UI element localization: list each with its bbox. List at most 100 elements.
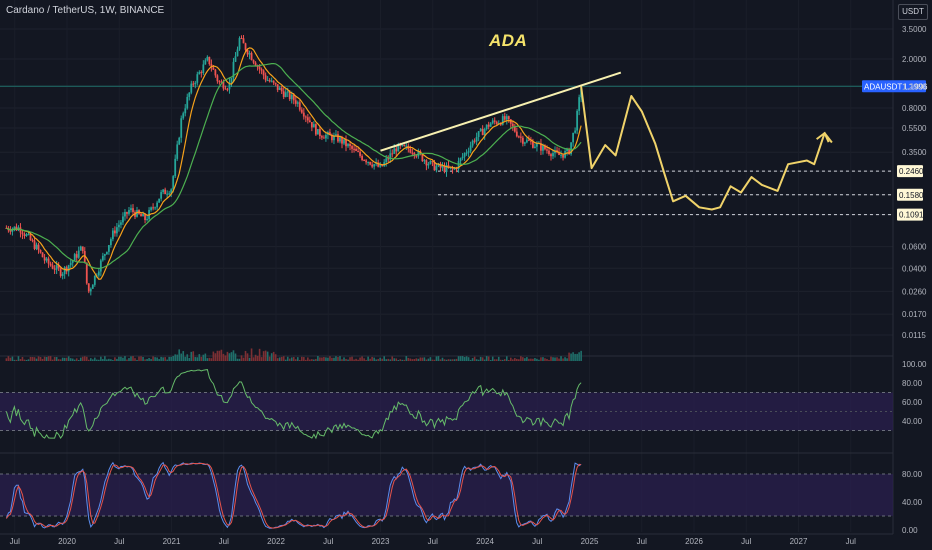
volume-bar	[118, 356, 120, 361]
candle-body	[278, 87, 281, 90]
volume-bar	[516, 358, 518, 361]
candle-body	[489, 123, 492, 127]
candle-body	[415, 155, 418, 157]
volume-bar	[226, 351, 229, 361]
volume-bar	[574, 353, 576, 361]
volume-bar	[284, 359, 287, 361]
ada-annotation-text[interactable]: ADA	[489, 31, 528, 50]
candle-body	[146, 218, 148, 221]
volume-bar	[102, 359, 104, 361]
candle-body	[176, 144, 179, 159]
candle-body	[87, 283, 90, 292]
candle-body	[527, 139, 530, 141]
volume-bar	[493, 359, 496, 361]
volume-bar	[126, 359, 128, 361]
volume-bar	[552, 357, 554, 361]
drawings[interactable]	[380, 71, 833, 211]
candle-body	[258, 66, 261, 70]
volume-bar	[524, 358, 526, 361]
volume-bar	[301, 356, 303, 361]
candle-body	[465, 152, 468, 154]
volume-bar	[140, 356, 142, 361]
candle-body	[162, 189, 165, 193]
candle-body	[347, 143, 349, 147]
candle-body	[310, 122, 313, 128]
candle-body	[525, 139, 528, 143]
time-tick-label: Jul	[323, 537, 333, 546]
volume-bar	[87, 359, 90, 361]
candle-body	[377, 162, 380, 167]
candle-body	[71, 260, 74, 263]
volume-bar	[457, 356, 460, 361]
candle-body	[282, 91, 285, 97]
candle-body	[182, 113, 185, 119]
volume-bar	[437, 356, 440, 361]
volume-bar	[397, 359, 400, 361]
volume-bar	[435, 356, 438, 361]
candle-body	[136, 210, 138, 217]
volume-bar	[31, 356, 34, 361]
candle-body	[15, 226, 18, 231]
volume-bar	[518, 359, 520, 361]
volume-bar	[443, 359, 446, 361]
volume-bar	[499, 359, 502, 361]
candle-body	[198, 72, 201, 75]
candle-body	[35, 244, 38, 249]
price-tick-label: 0.0400	[902, 264, 927, 273]
price-tick-label: 0.8000	[902, 104, 927, 113]
volume-bar	[128, 358, 130, 361]
candle-body	[39, 249, 42, 253]
candle-body	[122, 216, 124, 223]
candle-body	[395, 148, 398, 152]
support-levels[interactable]: 0.2460 0.1580 0.1091 ADAUSDT 1.1996	[0, 80, 928, 221]
candle-body	[558, 152, 560, 156]
volume-bar	[146, 359, 148, 361]
price-tick-label: 3.5000	[902, 25, 927, 34]
volume-bar	[329, 356, 331, 361]
volume-bar	[96, 359, 98, 361]
price-axis[interactable]: 3.5000 2.0000 1.2000 0.8000 0.5500 0.3500 0.06…	[902, 25, 927, 535]
volume-bar	[75, 358, 78, 361]
candle-body	[298, 102, 301, 110]
candle-body	[389, 153, 392, 160]
volume-bar	[501, 359, 504, 361]
volume-bar	[546, 358, 548, 361]
currency-selector[interactable]: USDT	[898, 4, 928, 20]
price-tick-label: 2.0000	[902, 55, 927, 64]
level-tag-label: 0.1580	[899, 191, 924, 200]
volume-bar	[39, 357, 42, 361]
volume-bar	[411, 359, 414, 361]
volume-bar	[262, 351, 265, 361]
volume-bar	[192, 351, 195, 361]
time-axis[interactable]: Jul 2020 Jul 2021 Jul 2022 Jul 2023 Jul 2024 Jul 20…	[10, 537, 856, 546]
candle-body	[451, 167, 454, 170]
volume-bar	[166, 359, 168, 361]
candle-body	[548, 150, 550, 155]
candle-body	[312, 124, 315, 128]
volume-bar	[409, 358, 412, 361]
volume-bar	[455, 358, 458, 361]
volume-bar	[234, 353, 237, 361]
candle-body	[560, 154, 562, 156]
candle-body	[63, 267, 66, 274]
volume-bar	[200, 356, 203, 361]
candle-body	[114, 230, 116, 234]
price-tick-label: 0.3500	[902, 148, 927, 157]
candle-body	[140, 213, 142, 217]
volume-bar	[415, 358, 418, 361]
volume-bar	[331, 357, 333, 361]
volume-bar	[282, 356, 285, 361]
volume-bar	[59, 359, 62, 361]
candle-body	[188, 92, 191, 97]
candle-body	[248, 53, 251, 55]
candle-body	[170, 189, 173, 194]
symbol-title[interactable]: Cardano / TetherUS, 1W, BINANCE	[6, 5, 165, 16]
volume-bar	[381, 358, 383, 361]
volume-bar	[232, 350, 235, 361]
candle-body	[325, 134, 327, 139]
volume-bar	[423, 357, 426, 361]
candle-body	[254, 62, 257, 67]
candle-body	[578, 97, 581, 111]
